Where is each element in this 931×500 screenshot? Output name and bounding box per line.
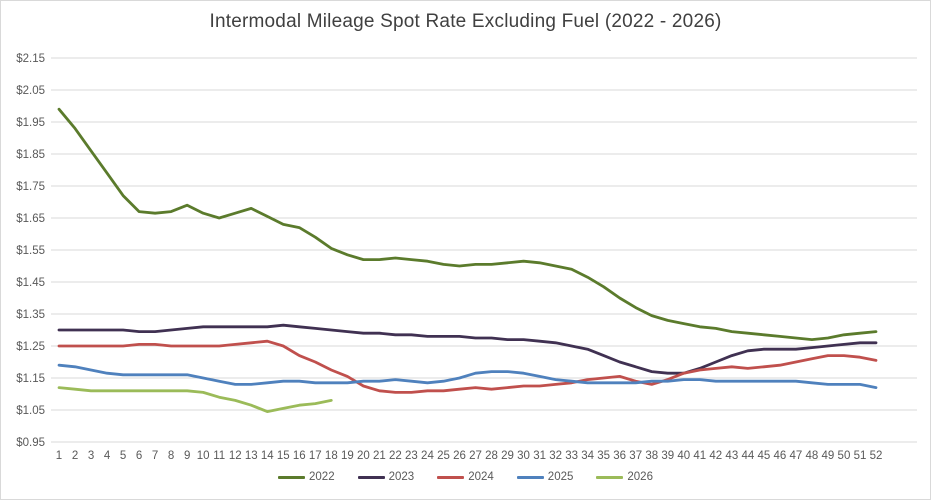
x-axis-tick-label: 30 bbox=[517, 450, 530, 462]
x-axis-tick-label: 31 bbox=[533, 450, 546, 462]
y-axis-tick-label: $2.15 bbox=[16, 53, 45, 65]
x-axis-tick-label: 48 bbox=[806, 450, 819, 462]
x-axis-tick-label: 35 bbox=[597, 450, 610, 462]
y-axis-tick-label: $0.95 bbox=[16, 437, 45, 449]
y-axis-tick-label: $1.75 bbox=[16, 181, 45, 193]
x-axis-tick-label: 24 bbox=[421, 450, 434, 462]
legend-label-2024: 2024 bbox=[468, 471, 494, 483]
legend-item-2022: 2022 bbox=[278, 471, 335, 483]
x-axis-tick-label: 5 bbox=[120, 450, 126, 462]
legend-item-2025: 2025 bbox=[516, 471, 574, 483]
y-axis-tick-label: $1.65 bbox=[16, 213, 45, 225]
x-axis-tick-label: 44 bbox=[741, 450, 754, 462]
x-axis-tick-label: 16 bbox=[293, 450, 306, 462]
x-axis-tick-label: 21 bbox=[373, 450, 386, 462]
x-axis-tick-label: 38 bbox=[645, 450, 658, 462]
x-axis-tick-label: 2 bbox=[72, 450, 78, 462]
x-axis-tick-label: 10 bbox=[197, 450, 210, 462]
chart-title: Intermodal Mileage Spot Rate Excluding F… bbox=[209, 11, 722, 32]
x-axis-tick-label: 27 bbox=[469, 450, 482, 462]
x-axis-tick-label: 9 bbox=[184, 450, 190, 462]
y-axis-tick-label: $1.05 bbox=[16, 405, 45, 417]
x-axis-tick-label: 22 bbox=[389, 450, 402, 462]
x-axis-tick-label: 45 bbox=[757, 450, 770, 462]
x-axis-tick-label: 32 bbox=[549, 450, 562, 462]
x-axis-tick-label: 12 bbox=[229, 450, 242, 462]
x-axis-tick-label: 34 bbox=[581, 450, 594, 462]
x-axis-tick-label: 40 bbox=[677, 450, 690, 462]
x-axis-tick-label: 3 bbox=[88, 450, 94, 462]
x-axis-tick-label: 37 bbox=[629, 450, 642, 462]
legend-swatch-2025 bbox=[516, 475, 544, 479]
legend-swatch-2023 bbox=[357, 475, 385, 479]
series-line-2022 bbox=[57, 107, 878, 342]
y-axis-tick-label: $2.05 bbox=[16, 85, 45, 97]
x-axis-tick-label: 51 bbox=[854, 450, 867, 462]
x-axis-tick-label: 19 bbox=[341, 450, 354, 462]
series-line-2025 bbox=[57, 363, 878, 390]
y-axis-tick-label: $1.25 bbox=[16, 341, 45, 353]
legend-item-2023: 2023 bbox=[357, 471, 415, 483]
legend-label-2022: 2022 bbox=[309, 471, 335, 483]
legend-label-2026: 2026 bbox=[627, 471, 653, 483]
series-line-2026 bbox=[57, 386, 333, 414]
x-axis-tick-label: 46 bbox=[773, 450, 786, 462]
legend-swatch-2024 bbox=[437, 475, 465, 479]
x-axis-tick-label: 42 bbox=[709, 450, 722, 462]
x-axis-tick-label: 15 bbox=[277, 450, 290, 462]
x-axis-tick-label: 43 bbox=[725, 450, 738, 462]
x-axis-tick-label: 33 bbox=[565, 450, 578, 462]
x-axis-tick-label: 39 bbox=[661, 450, 674, 462]
series-line-2024 bbox=[57, 339, 878, 394]
legend-label-2025: 2025 bbox=[547, 471, 574, 483]
legend-label-2023: 2023 bbox=[388, 471, 415, 483]
x-axis-tick-label: 17 bbox=[309, 450, 322, 462]
legend-item-2024: 2024 bbox=[437, 471, 494, 483]
x-axis-tick-label: 23 bbox=[405, 450, 418, 462]
x-axis-tick-label: 18 bbox=[325, 450, 338, 462]
x-axis-tick-label: 41 bbox=[693, 450, 706, 462]
y-axis-tick-label: $1.55 bbox=[16, 245, 45, 257]
x-axis-tick-label: 1 bbox=[56, 450, 62, 462]
legend-swatch-2022 bbox=[278, 475, 306, 479]
legend-item-2026: 2026 bbox=[596, 471, 653, 483]
legend-swatch-2026 bbox=[596, 475, 624, 479]
x-axis-tick-label: 26 bbox=[453, 450, 466, 462]
x-axis-tick-label: 6 bbox=[136, 450, 142, 462]
x-axis-tick-label: 28 bbox=[485, 450, 498, 462]
y-axis-tick-label: $1.85 bbox=[16, 149, 45, 161]
x-axis-tick-label: 14 bbox=[261, 450, 274, 462]
y-axis-tick-label: $1.15 bbox=[16, 373, 45, 385]
x-axis-tick-label: 7 bbox=[152, 450, 158, 462]
y-axis-tick-label: $1.45 bbox=[16, 277, 45, 289]
x-axis-tick-label: 36 bbox=[613, 450, 626, 462]
chart-legend: 2022 2023 2024 2025 2026 bbox=[1, 471, 930, 483]
x-axis-tick-label: 8 bbox=[168, 450, 174, 462]
series-line-2023 bbox=[57, 323, 878, 375]
x-axis-tick-label: 4 bbox=[104, 450, 111, 462]
x-axis-tick-label: 29 bbox=[501, 450, 514, 462]
x-axis-tick-label: 47 bbox=[790, 450, 803, 462]
x-axis-tick-label: 20 bbox=[357, 450, 370, 462]
y-axis-tick-label: $1.35 bbox=[16, 309, 45, 321]
x-axis-tick-label: 25 bbox=[437, 450, 450, 462]
x-axis-tick-label: 13 bbox=[245, 450, 258, 462]
x-axis-tick-label: 50 bbox=[838, 450, 851, 462]
y-axis-tick-label: $1.95 bbox=[16, 117, 45, 129]
x-axis-tick-label: 49 bbox=[822, 450, 835, 462]
x-axis-tick-label: 52 bbox=[870, 450, 883, 462]
x-axis-tick-label: 11 bbox=[213, 450, 225, 462]
